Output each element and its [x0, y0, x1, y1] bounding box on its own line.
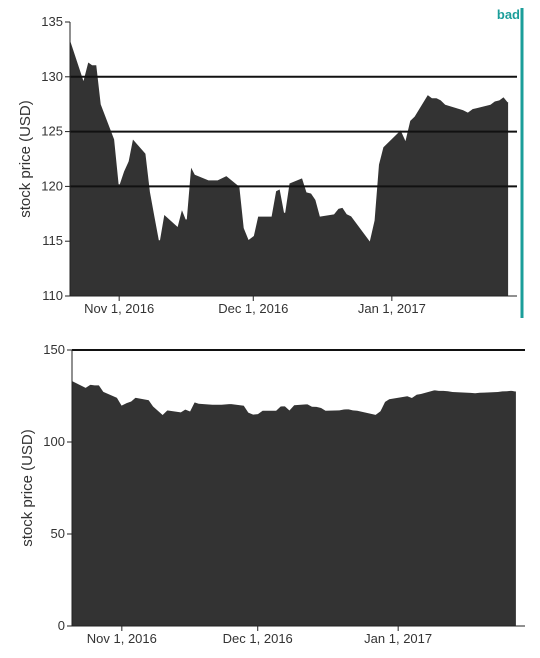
chart-top: 110 115 120 125 130 135 Nov 1, 2016 Dec 1, 2016… — [17, 7, 524, 318]
y-axis-title: stock price (USD) — [19, 429, 36, 547]
x-tick-label: Nov 1, 2016 — [84, 301, 154, 316]
y-tick-label: 125 — [41, 124, 63, 139]
y-tick-label: 110 — [42, 288, 63, 303]
y-tick-label: 135 — [41, 14, 63, 29]
y-tick-label: 120 — [41, 178, 63, 193]
x-tick-label: Nov 1, 2016 — [87, 631, 157, 646]
x-tick-label: Jan 1, 2017 — [358, 301, 426, 316]
y-axis-title: stock price (USD) — [17, 100, 34, 218]
x-tick-label: Dec 1, 2016 — [218, 301, 288, 316]
price-line — [69, 38, 509, 242]
bad-label: bad — [497, 7, 520, 22]
y-tick-label: 100 — [43, 434, 65, 449]
price-area — [72, 380, 516, 626]
y-tick-label: 150 — [43, 342, 65, 357]
price-area — [70, 38, 509, 297]
price-line — [71, 379, 517, 416]
y-tick-label: 130 — [41, 69, 63, 84]
y-tick-label: 0 — [58, 618, 65, 633]
x-tick-label: Jan 1, 2017 — [364, 631, 432, 646]
y-tick-label: 50 — [51, 526, 65, 541]
x-tick-label: Dec 1, 2016 — [223, 631, 293, 646]
chart-bottom: 0 50 100 150 Nov 1, 2016 Dec 1, 2016 Jan 1, 20… — [19, 342, 525, 646]
y-tick-label: 115 — [42, 233, 63, 248]
